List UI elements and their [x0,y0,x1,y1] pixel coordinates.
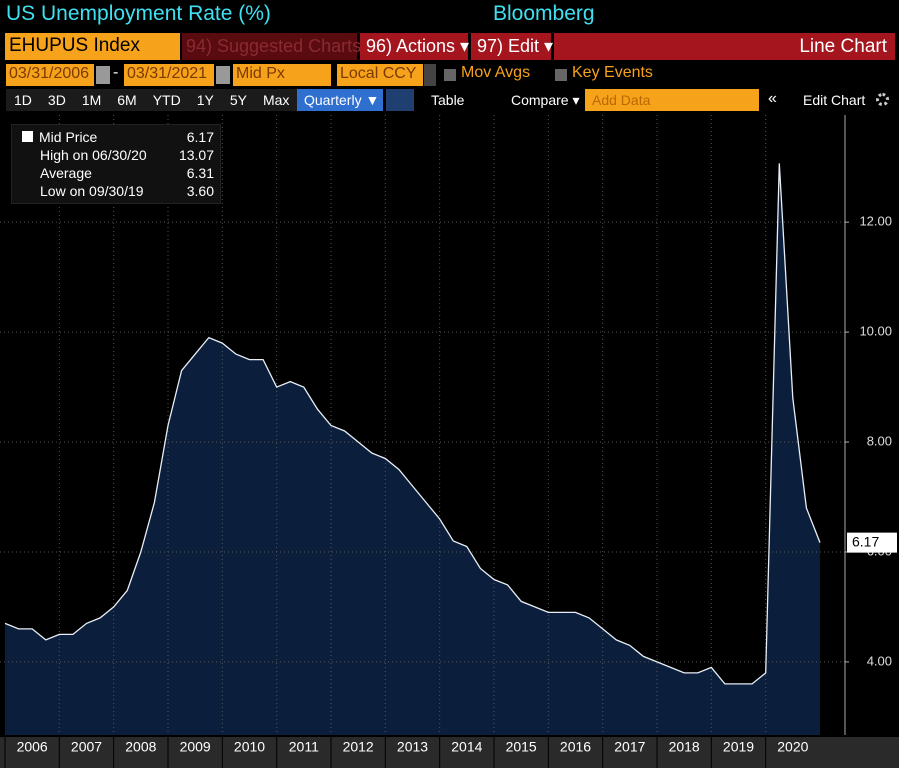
tool-button[interactable]: Annotate [379,118,436,134]
field-select[interactable]: Mid Px [233,64,331,86]
chart-icon[interactable] [386,89,414,111]
collapse[interactable]: « [768,90,777,107]
plot-area [0,115,845,735]
chart-kind[interactable]: Line Chart [554,33,895,60]
y-tick-label: 6.00 [867,543,892,558]
x-tick-label: 2019 [723,739,754,755]
legend-label: Average [40,165,92,181]
legend-row: High on 06/30/20 13.07 [18,146,214,164]
y-tick-label: 4.00 [867,653,892,668]
period-button[interactable]: 1M [81,92,102,108]
edit-chart[interactable]: Edit Chart [803,92,866,108]
x-tick-label: 2012 [343,739,374,755]
last-value-box [847,532,897,553]
legend-row: Low on 09/30/19 3.60 [18,182,214,200]
legend-label: Low on 09/30/19 [40,183,144,199]
calendar-icon[interactable] [216,66,230,84]
x-tick-label: 2008 [125,739,156,755]
period-bar: 1D 3D 1M 6M YTD 1Y 5Y Max [6,89,298,111]
y-tick-label: 10.00 [859,324,892,339]
tool-button[interactable]: News [472,118,508,134]
x-tick-label: 2015 [506,739,537,755]
brand: Bloomberg [493,2,595,25]
end-date[interactable]: 03/31/2021 [124,64,214,86]
period-button[interactable]: 3D [47,92,66,108]
tool-button[interactable]: Zoom [543,118,580,134]
period-button[interactable]: 1D [14,92,32,108]
x-tick-label: 2007 [71,739,102,755]
last-value-label: 6.17 [852,533,879,549]
calendar-icon[interactable] [96,66,110,84]
legend-swatch [22,131,33,142]
x-axis-bar [0,737,899,768]
legend-row: Mid Price 6.17 [18,128,214,146]
legend-label: Mid Price [18,128,97,146]
actions-menu[interactable]: 96) Actions ▾ [360,33,469,60]
line [4,163,821,685]
key-events[interactable]: Key Events [572,64,653,81]
mov-avgs[interactable]: Mov Avgs [461,64,531,81]
x-tick-label: 2010 [234,739,265,755]
period-button[interactable]: YTD [152,92,181,108]
x-tick-label: 2013 [397,739,428,755]
legend-row: Average 6.31 [18,164,214,182]
period-button[interactable]: 1Y [196,92,214,108]
suggested-charts[interactable]: 94) Suggested Charts [182,33,361,60]
legend-value: 6.17 [186,129,214,145]
x-tick-label: 2020 [777,739,808,755]
area [5,163,820,735]
date-separator: - [113,64,119,81]
start-date[interactable]: 03/31/2006 [6,64,94,86]
y-tick-label: 8.00 [867,433,892,448]
legend-label: High on 06/30/20 [40,147,147,163]
dropdown-arrow[interactable] [424,64,436,86]
legend-value: 6.31 [186,165,214,181]
frequency[interactable]: Quarterly ▼ [297,89,383,111]
period-button[interactable]: 5Y [229,92,247,108]
x-tick-label: 2006 [17,739,48,755]
x-tick-label: 2018 [669,739,700,755]
x-tick-label: 2016 [560,739,591,755]
x-tick-label: 2009 [180,739,211,755]
edit-menu[interactable]: 97) Edit ▾ [471,33,553,60]
window-title: US Unemployment Rate (%) [6,2,271,25]
x-tick-label: 2014 [451,739,482,755]
period-button[interactable]: Max [262,92,290,108]
x-tick-label: 2017 [614,739,645,755]
currency-select[interactable]: Local CCY [337,64,423,86]
checkbox[interactable] [444,69,456,81]
period-button[interactable]: 6M [117,92,137,108]
settings-icon[interactable] [876,93,889,106]
legend: Mid Price 6.17 High on 06/30/20 13.07 Averag… [11,124,221,204]
legend-value: 3.60 [186,183,214,199]
ticker[interactable]: EHUPUS Index [5,33,180,60]
x-tick-label: 2011 [289,739,319,755]
table-button[interactable]: Table [431,92,465,108]
checkbox[interactable] [555,69,567,81]
compare-button[interactable]: Compare ▾ [511,92,580,108]
legend-value: 13.07 [178,147,214,163]
y-tick-label: 12.00 [859,214,892,229]
tool-button[interactable]: Track [308,118,343,134]
add-data[interactable]: Add Data [585,89,759,111]
tool-bar: Track Annotate News Zoom [290,115,598,137]
